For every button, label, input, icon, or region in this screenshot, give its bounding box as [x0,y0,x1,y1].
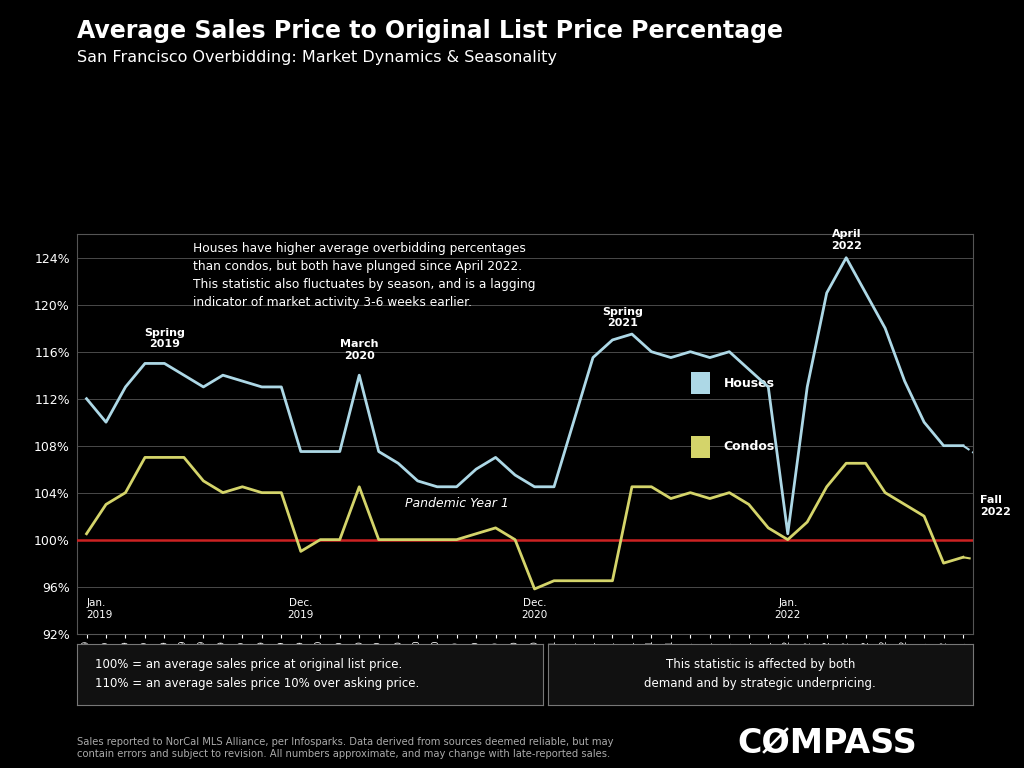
Text: March
2020: March 2020 [340,339,379,361]
Text: Pandemic Year 1: Pandemic Year 1 [404,497,509,510]
Text: Spring
2019: Spring 2019 [144,328,185,349]
Text: Jan.
2019: Jan. 2019 [87,598,113,620]
Text: 100% = an average sales price at original list price.
110% = an average sales pr: 100% = an average sales price at origina… [95,658,420,690]
Text: Condos: Condos [724,440,775,453]
Text: Fall
2022: Fall 2022 [980,495,1011,517]
Text: Houses: Houses [724,376,775,389]
FancyBboxPatch shape [690,436,711,458]
Text: Average Sales Price to Original List Price Percentage: Average Sales Price to Original List Pri… [77,19,782,43]
Text: Jan.
2022: Jan. 2022 [774,598,801,620]
Text: April
2022: April 2022 [830,229,861,250]
FancyBboxPatch shape [690,372,711,394]
Text: Dec.
2019: Dec. 2019 [288,598,314,620]
Text: CØMPASS: CØMPASS [737,727,918,760]
Text: Sales reported to NorCal MLS Alliance, per Infosparks. Data derived from sources: Sales reported to NorCal MLS Alliance, p… [77,737,613,759]
Text: Houses have higher average overbidding percentages
than condos, but both have pl: Houses have higher average overbidding p… [194,242,536,310]
Text: Spring
2021: Spring 2021 [602,306,643,328]
Text: Dec.
2020: Dec. 2020 [521,598,548,620]
Text: San Francisco Overbidding: Market Dynamics & Seasonality: San Francisco Overbidding: Market Dynami… [77,50,557,65]
Text: This statistic is affected by both
demand and by strategic underpricing.: This statistic is affected by both deman… [644,658,877,690]
